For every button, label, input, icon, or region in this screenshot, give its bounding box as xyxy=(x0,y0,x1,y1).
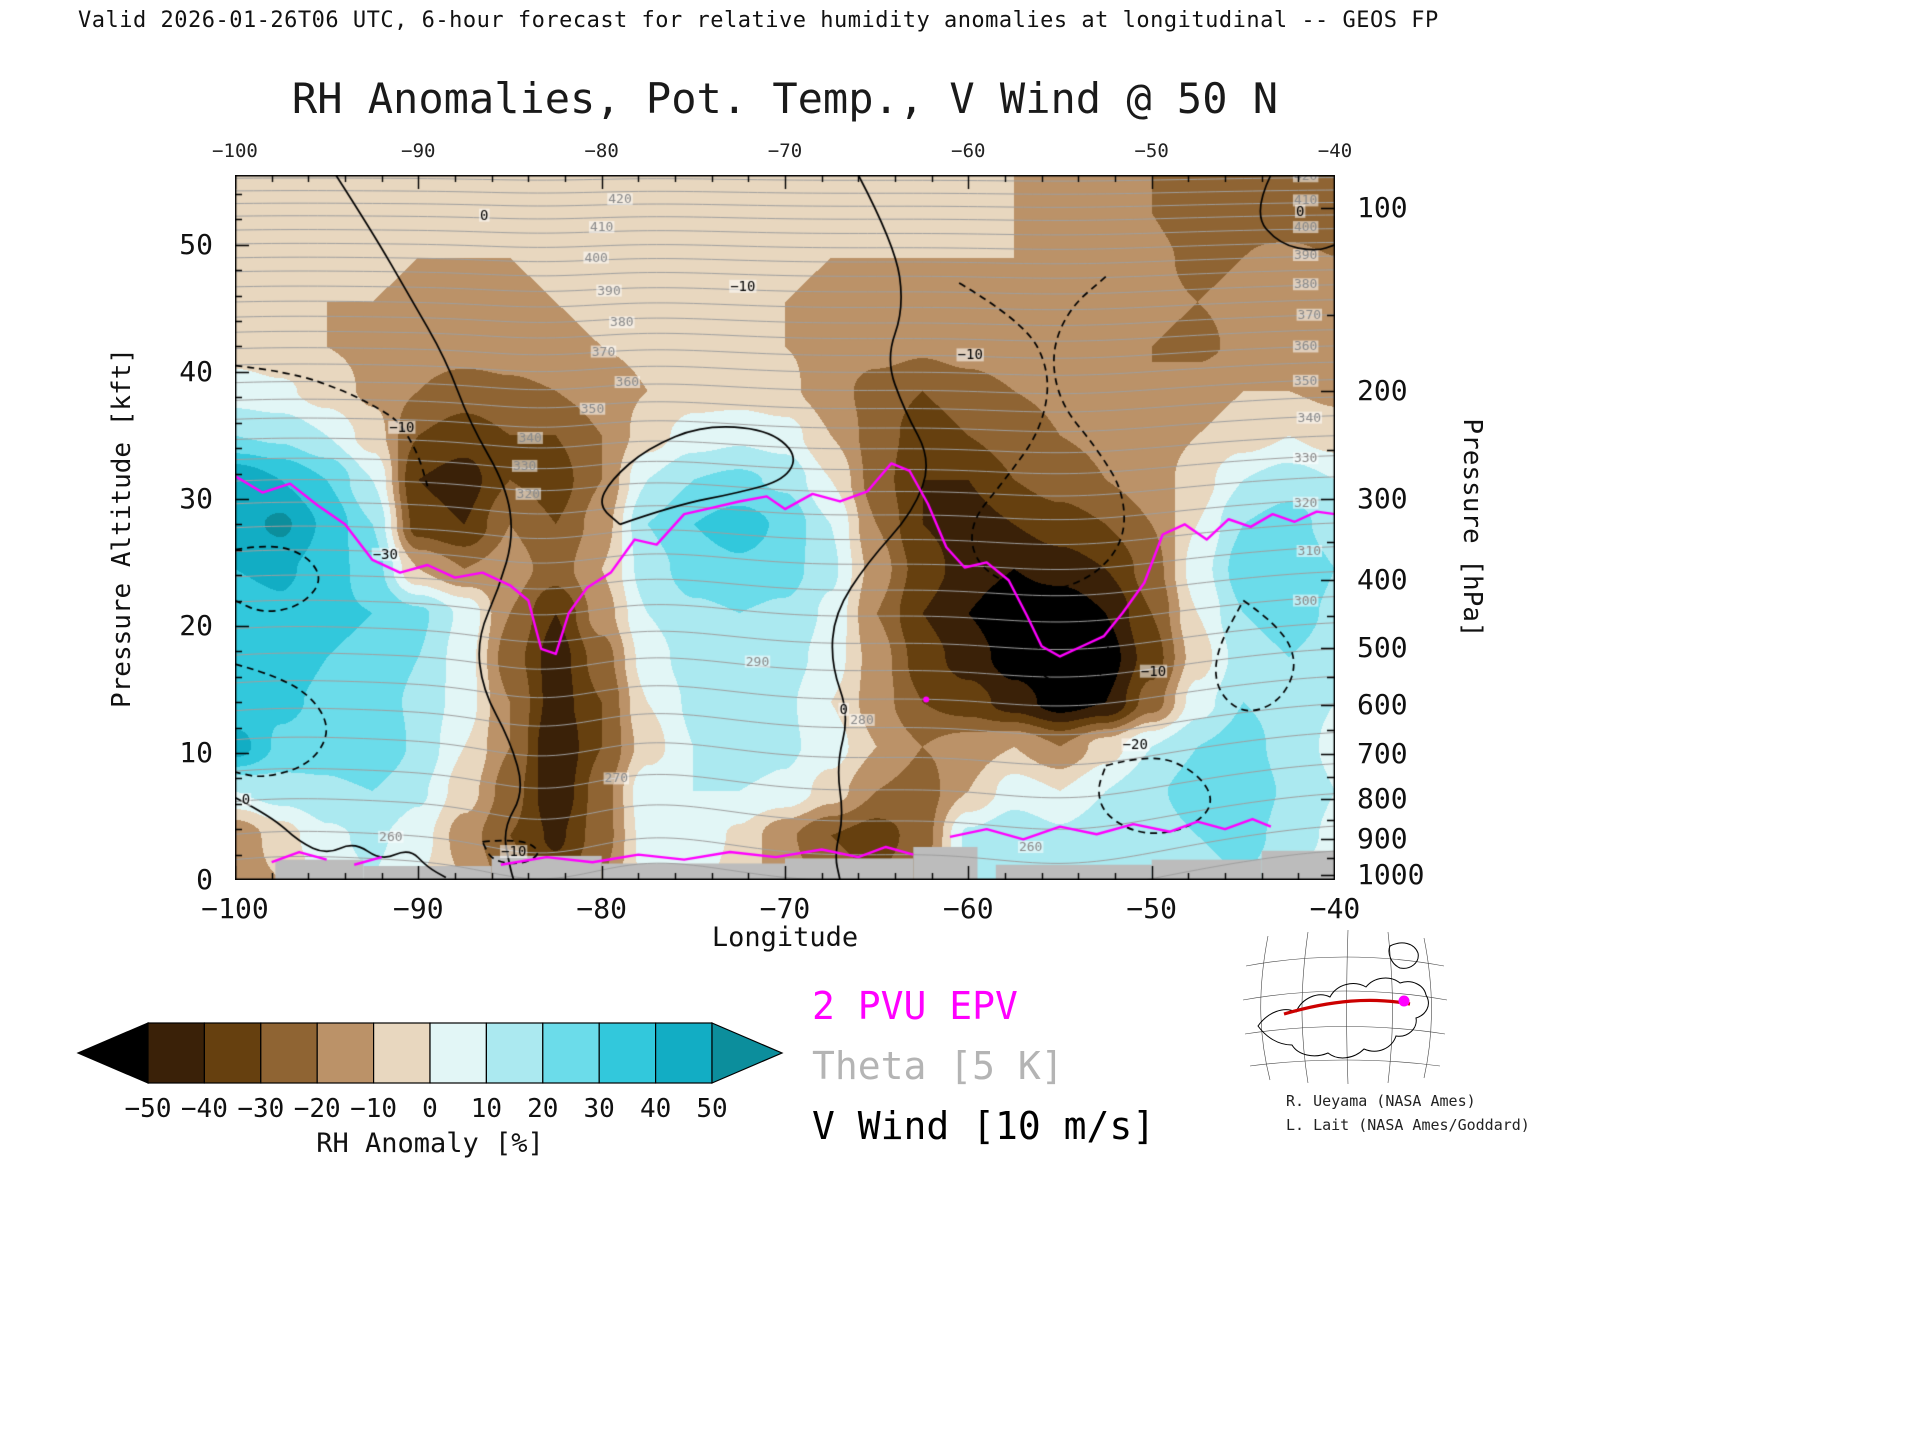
map-coastline xyxy=(1257,942,1429,1059)
colorbar-tick-label: 50 xyxy=(696,1094,728,1124)
x-tick-label-top: −40 xyxy=(1317,140,1353,162)
x-tick-label-top: −60 xyxy=(951,140,986,162)
x-tick-label-top: −100 xyxy=(212,140,258,162)
colorbar-tick-label: 10 xyxy=(470,1094,503,1124)
y-tick-label-right: 900 xyxy=(1357,822,1408,856)
colorbar-tick-label: 0 xyxy=(422,1094,438,1124)
y-tick-label-left: 50 xyxy=(179,227,213,261)
map-point-marker xyxy=(1398,995,1410,1007)
x-tick-label: −70 xyxy=(759,892,811,925)
y-tick-label-right: 700 xyxy=(1357,737,1408,771)
y-tick-label-right: 300 xyxy=(1357,481,1408,515)
main-plot xyxy=(235,175,1335,880)
x-tick-label: −40 xyxy=(1309,892,1361,925)
y-tick-label-right: 800 xyxy=(1357,781,1408,815)
map-inset xyxy=(1242,929,1448,1085)
cross-section-plot-canvas xyxy=(235,175,1335,880)
colorbar-tick-label: 30 xyxy=(583,1094,615,1124)
colorbar xyxy=(70,1020,790,1090)
colorbar-tick-label: −30 xyxy=(237,1094,285,1124)
y-tick-label-left: 10 xyxy=(179,735,213,769)
y-tick-label-left: 30 xyxy=(179,481,213,515)
x-tick-label: −50 xyxy=(1126,892,1177,925)
x-tick-label-top: −50 xyxy=(1134,140,1169,162)
x-tick-label: −100 xyxy=(201,892,269,925)
colorbar-tick-label: 40 xyxy=(639,1094,672,1124)
valid-time-line: Valid 2026-01-26T06 UTC, 6-hour forecast… xyxy=(78,8,1439,33)
y-tick-label-left: 20 xyxy=(179,608,213,642)
y-tick-label-right: 200 xyxy=(1357,373,1408,407)
page-title: RH Anomalies, Pot. Temp., V Wind @ 50 N xyxy=(291,74,1279,123)
y-tick-label-right: 600 xyxy=(1357,687,1408,721)
map-cross-section-line xyxy=(1283,998,1411,1016)
credit-line-1: R. Ueyama (NASA Ames) xyxy=(1286,1092,1476,1110)
colorbar-tick-label: 20 xyxy=(527,1094,559,1124)
y-axis-label-left: Pressure Altitude [kft] xyxy=(107,347,137,709)
x-tick-label: −60 xyxy=(943,892,994,925)
credit-line-2: L. Lait (NASA Ames/Goddard) xyxy=(1286,1116,1530,1134)
x-tick-label-top: −70 xyxy=(767,140,803,162)
y-tick-label-right: 500 xyxy=(1357,630,1408,664)
map-graticule xyxy=(1242,929,1448,1085)
x-tick-label: −80 xyxy=(576,892,627,925)
colorbar-tick-label: −20 xyxy=(293,1094,341,1124)
colorbar-tick-label: −50 xyxy=(124,1094,172,1124)
x-axis-label: Longitude xyxy=(711,922,859,953)
colorbar-tick-label: −40 xyxy=(180,1094,228,1124)
legend-vwind-label: V Wind [10 m/s] xyxy=(812,1104,1156,1148)
x-tick-label-top: −90 xyxy=(401,140,436,162)
legend-pvu-label: 2 PVU EPV xyxy=(812,984,1018,1028)
colorbar-caption: RH Anomaly [%] xyxy=(316,1128,544,1159)
y-tick-label-left: 40 xyxy=(179,354,213,388)
y-tick-label-right: 100 xyxy=(1357,191,1408,225)
x-tick-label-top: −80 xyxy=(584,140,619,162)
legend-theta-label: Theta [5 K] xyxy=(812,1044,1064,1088)
colorbar-tick-label: −10 xyxy=(350,1094,398,1124)
x-tick-label: −90 xyxy=(393,892,444,925)
y-tick-label-right: 400 xyxy=(1357,563,1408,597)
y-tick-label-left: 0 xyxy=(196,863,213,896)
y-tick-label-right: 1000 xyxy=(1357,857,1425,891)
colorbar-swatches xyxy=(76,1022,784,1084)
y-axis-label-right: Pressure [hPa] xyxy=(1457,418,1487,638)
